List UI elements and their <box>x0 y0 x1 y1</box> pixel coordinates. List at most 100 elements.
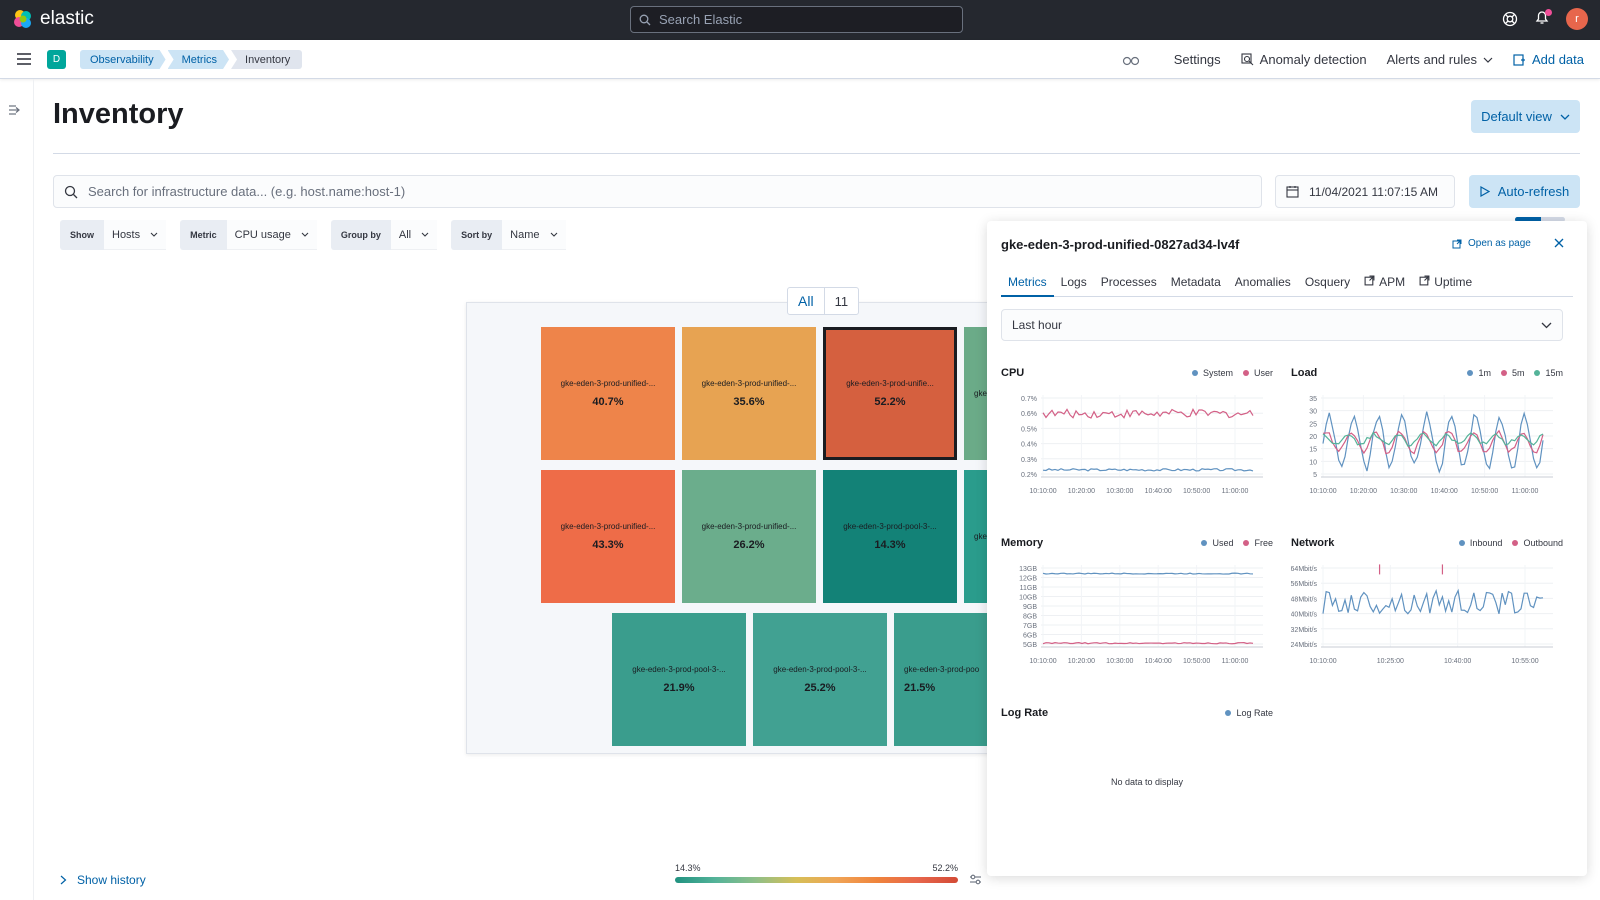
legend-item[interactable]: 1m <box>1467 368 1491 378</box>
chart-title: Network <box>1291 537 1335 549</box>
metric-filter[interactable]: Metric CPU usage <box>180 220 317 250</box>
menu-icon[interactable] <box>16 52 32 66</box>
tab-uptime[interactable]: Uptime <box>1412 269 1479 297</box>
group-all-label[interactable]: All <box>788 288 825 314</box>
breadcrumb-metrics[interactable]: Metrics <box>168 50 229 69</box>
breadcrumb-observability[interactable]: Observability <box>80 50 166 69</box>
alerts-and-rules-menu[interactable]: Alerts and rules <box>1387 52 1493 67</box>
external-link-icon <box>1364 275 1375 286</box>
settings-link[interactable]: Settings <box>1173 52 1221 67</box>
tab-osquery[interactable]: Osquery <box>1304 275 1351 289</box>
legend-item[interactable]: 15m <box>1534 368 1563 378</box>
legend-label: System <box>1202 368 1233 378</box>
show-filter[interactable]: Show Hosts <box>60 220 167 250</box>
group-legend-toggle[interactable]: All 11 <box>787 287 860 315</box>
show-filter-value[interactable]: Hosts <box>104 220 167 250</box>
date-value: 11/04/2021 11:07:15 AM <box>1309 184 1438 199</box>
tab-metrics[interactable]: Metrics <box>1001 269 1054 297</box>
infrastructure-search-input[interactable] <box>88 184 1238 199</box>
tab-metadata[interactable]: Metadata <box>1170 275 1221 289</box>
sort-by-value[interactable]: Name <box>502 220 566 250</box>
close-icon[interactable] <box>1554 238 1564 248</box>
host-tile[interactable]: gke-eden-3-prod-unified-... 26.2% <box>682 470 816 603</box>
expand-sidebar-icon[interactable] <box>8 104 22 116</box>
chart-network: Network Inbound Outbound 64Mbit/s 56Mbit/s 48… <box>1291 537 1563 687</box>
global-search-input[interactable] <box>659 12 949 27</box>
legend-item[interactable]: Inbound <box>1458 538 1502 548</box>
host-tile[interactable]: gke-eden-3-prod-pool-3-... 14.3% <box>823 470 957 603</box>
host-tile[interactable]: gke-eden-3-prod-unifie... 52.2% <box>823 327 957 460</box>
elastic-logo[interactable]: elastic <box>12 8 94 30</box>
infrastructure-search[interactable] <box>53 175 1262 208</box>
tab-apm[interactable]: APM <box>1357 269 1412 297</box>
host-tile[interactable]: gke-eden-3-prod-pool-3-... 21.9% <box>612 613 746 746</box>
chart-legend: Inbound Outbound <box>1458 538 1563 548</box>
legend-item[interactable]: Free <box>1243 538 1273 548</box>
auto-refresh-button[interactable]: Auto-refresh <box>1469 175 1580 208</box>
x-tick-label: 11:00:00 <box>1222 658 1249 665</box>
host-tile-value: 43.3% <box>592 539 624 551</box>
help-icon[interactable] <box>1502 11 1518 27</box>
default-view-button[interactable]: Default view <box>1471 100 1580 133</box>
host-tile[interactable]: gke-eden-3-prod-unified-... 43.3% <box>541 470 675 603</box>
gradient-bar <box>675 877 958 883</box>
app-name: elastic <box>40 8 94 29</box>
group-by-filter[interactable]: Group by All <box>330 220 438 250</box>
series-line <box>1042 641 1254 645</box>
open-as-page-link[interactable]: Open as page <box>1452 238 1531 249</box>
tab-uptime-label: Uptime <box>1434 275 1473 289</box>
legend-label: User <box>1253 368 1273 378</box>
chart-title: CPU <box>1001 367 1025 379</box>
y-tick-label: 8GB <box>1023 614 1037 621</box>
date-picker[interactable]: 11/04/2021 11:07:15 AM <box>1275 175 1455 208</box>
x-tick-label: 10:25:00 <box>1377 658 1404 665</box>
y-tick-label: 12GB <box>1019 576 1037 583</box>
x-tick-label: 10:20:00 <box>1068 658 1095 665</box>
add-data-link[interactable]: Add data <box>1513 52 1584 67</box>
anomaly-detection-link[interactable]: Anomaly detection <box>1241 52 1367 67</box>
tab-anomalies[interactable]: Anomalies <box>1234 275 1291 289</box>
filter-bar: Show Hosts Metric CPU usage Group by All… <box>60 220 566 250</box>
show-history-toggle[interactable]: Show history <box>60 873 146 887</box>
sort-by-filter[interactable]: Sort by Name <box>451 220 566 250</box>
tab-processes[interactable]: Processes <box>1100 275 1157 289</box>
space-avatar[interactable]: D <box>47 50 66 69</box>
y-tick-label: 10GB <box>1019 595 1037 602</box>
host-tile-name: gke-eden-3-prod-pool-3-... <box>773 665 867 674</box>
legend-label: Outbound <box>1523 538 1563 548</box>
chart-legend: System User <box>1191 368 1273 378</box>
news-feed-button[interactable] <box>1534 8 1552 30</box>
legend-item[interactable]: Outbound <box>1512 538 1563 548</box>
host-tile-name: gke-eden-3-prod-unifie... <box>846 379 934 388</box>
group-by-value[interactable]: All <box>390 220 438 250</box>
legend-item[interactable]: Log Rate <box>1225 708 1273 718</box>
host-tile[interactable]: gke-eden-3-prod-unified-... 35.6% <box>682 327 816 460</box>
breadcrumb-inventory: Inventory <box>231 50 303 69</box>
y-tick-label: 48Mbit/s <box>1291 596 1317 603</box>
legend-item[interactable]: System <box>1191 368 1233 378</box>
metric-filter-value[interactable]: CPU usage <box>226 220 317 250</box>
tab-logs[interactable]: Logs <box>1060 275 1087 289</box>
gradient-min: 14.3% <box>675 863 701 873</box>
host-tile[interactable]: gke-eden-3-prod-unified-... 40.7% <box>541 327 675 460</box>
global-search[interactable] <box>630 6 963 33</box>
user-avatar[interactable]: r <box>1566 8 1588 30</box>
chart-cpu: CPU System User 0.7% 0.6% 0.5% 0.4% 0.3% 0.2% 10:… <box>1001 367 1273 517</box>
y-tick-label: 0.3% <box>1021 457 1037 464</box>
host-tile-value: 35.6% <box>733 396 765 408</box>
series-line <box>1042 408 1254 419</box>
host-tile[interactable]: gke-eden-3-prod-poo 21.5% <box>894 613 1000 746</box>
legend-item[interactable]: 5m <box>1500 368 1524 378</box>
legend-label: Free <box>1254 538 1273 548</box>
legend-label: Used <box>1212 538 1234 548</box>
tour-glasses-icon[interactable] <box>1122 53 1140 67</box>
x-tick-label: 10:40:00 <box>1431 488 1458 495</box>
y-tick-label: 0.6% <box>1021 411 1037 418</box>
flyout-resize-handle[interactable] <box>1515 217 1565 222</box>
chart-plot: 64Mbit/s 56Mbit/s 48Mbit/s 40Mbit/s 32Mbit/s… <box>1291 564 1553 665</box>
time-range-select[interactable]: Last hour <box>1001 309 1563 341</box>
legend-item[interactable]: Used <box>1201 538 1233 548</box>
legend-options-icon[interactable] <box>969 874 982 885</box>
host-tile[interactable]: gke-eden-3-prod-pool-3-... 25.2% <box>753 613 887 746</box>
legend-item[interactable]: User <box>1242 368 1273 378</box>
